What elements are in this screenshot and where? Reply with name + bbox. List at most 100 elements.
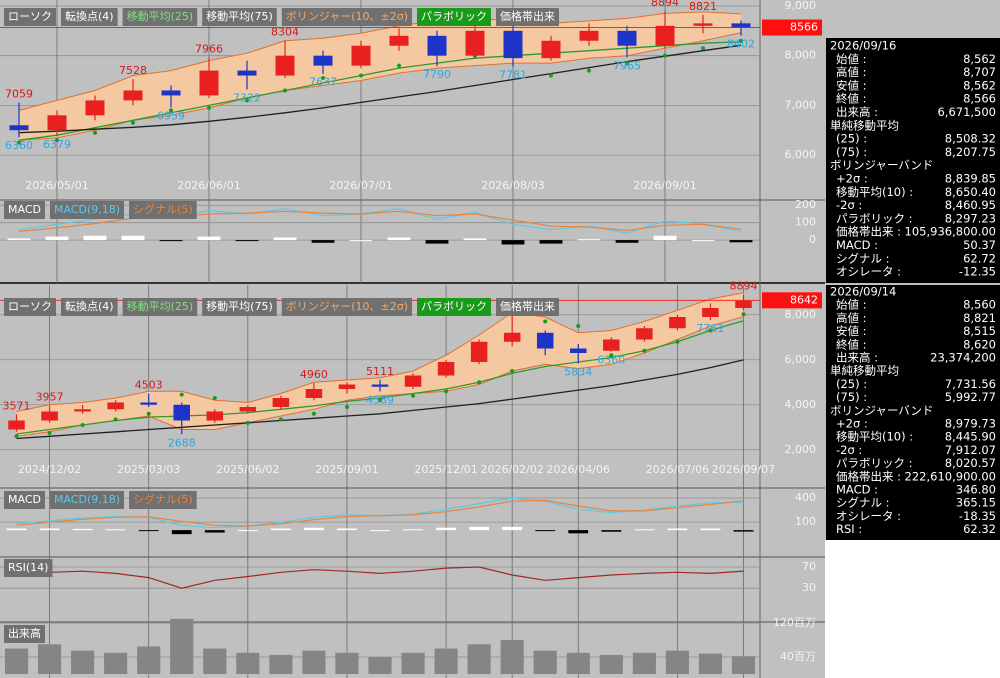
legend-tag [49,201,125,219]
oscillator-bar [171,530,192,535]
candle-body [313,55,333,66]
legend-tag [4,559,53,577]
sar-dot [701,46,705,51]
oscillator-bar [204,530,225,533]
candle-body [47,115,67,131]
volume-bar [269,654,293,674]
low-label: 7781 [499,69,527,82]
legend-tag [129,201,197,219]
candle-body [239,407,257,412]
ma-line [18,41,742,141]
info-date: 2026/09/14 [830,285,896,299]
sar-dot [359,73,363,78]
volume-bar [401,652,425,674]
x-tick-label: 2026/09/01 [633,179,696,192]
volume-bar [137,646,161,674]
legend-label: シグナル(5) [133,492,193,506]
oscillator-bar [72,528,93,531]
candle-body [570,348,587,353]
info-value: 105,936,800.00 [905,225,996,239]
info-value: 222,610,900.00 [905,469,996,483]
candle-body [9,125,29,131]
info-value: 8,560 [963,298,996,312]
legend-label: MACD(9,18) [54,203,120,216]
info-label: +2σ : [836,172,868,186]
oscillator-bar [159,240,183,242]
bollinger-fill [16,292,744,437]
legend-tag [4,491,45,509]
info-value: 8,207.75 [945,145,996,159]
low-label: 7790 [423,68,451,81]
candle-body [140,402,157,405]
candle-body [636,328,653,340]
oscillator-bar [733,530,754,532]
info-label: 出来高 : [836,351,878,365]
legend-label: 転換点(4) [65,300,114,313]
info-value: 8,297.23 [945,211,996,225]
oscillator-bar [653,235,677,241]
legend-tag [122,298,198,316]
legend-label: MACD [8,493,41,506]
y-tick-label: 400 [795,491,816,504]
sar-dot [179,392,184,397]
oscillator-bar [535,530,556,532]
info-label: (25) : [836,132,867,146]
info-label: -2σ : [836,443,862,457]
candle-body [731,23,751,28]
sar-dot [17,140,21,145]
sar-dot [80,423,85,427]
price-tag-box [762,292,822,309]
info-label: パラボリック : [836,456,913,470]
info-label: ボリンジャーバンド [830,403,933,417]
oscillator-bar [615,240,639,243]
legend-label: パラボリック [421,300,487,313]
candle-body [603,339,620,351]
info-value: 8,650.40 [945,185,996,199]
legend-label: シグナル(5) [133,202,193,216]
info-label: シグナル : [836,251,890,265]
oscillator-bar [138,530,159,532]
ma-line [18,44,742,134]
legend-label: 出来高 [8,626,41,640]
candle-body [503,30,523,59]
volume-bar [38,644,62,674]
volume-bar [698,653,722,674]
candle-body [85,100,105,116]
sar-dot [93,130,97,135]
sar-dot [663,53,667,58]
sar-dot [397,63,401,68]
candle-body [161,90,181,96]
price-tag: 8566 [790,21,818,34]
sar-dot [444,389,449,394]
sar-dot [642,348,647,353]
y-tick-label: 8,000 [785,49,817,62]
volume-bar [104,652,128,674]
low-label: 6360 [597,354,625,367]
oscillator-bar [105,529,126,531]
info-label: 単純移動平均 [830,364,899,378]
info-label: 価格帯出来 : [836,469,901,483]
sar-dot [47,430,52,435]
info-label: 始値 : [836,298,867,312]
oscillator-bar [403,529,423,531]
info-value: 6,671,500 [937,105,996,119]
oscillator-bar [601,530,622,532]
low-label: 8402 [727,38,755,51]
info-value: 8,020.57 [945,456,996,470]
info-value: 8,460.95 [945,198,996,212]
candle-body [702,308,719,317]
candle-body [338,384,356,389]
candle-body [389,35,409,46]
x-tick-label: 2026/04/06 [547,463,610,476]
info-panel [826,38,1000,283]
legend-label: 移動平均(75) [206,9,273,23]
y-tick-label: 100 [795,515,816,528]
high-label: 8894 [729,280,757,293]
sar-dot [113,417,118,422]
high-label: 8821 [689,0,717,13]
volume-bar [71,650,95,674]
low-label: 6379 [43,138,71,151]
oscillator-bar [6,528,27,531]
